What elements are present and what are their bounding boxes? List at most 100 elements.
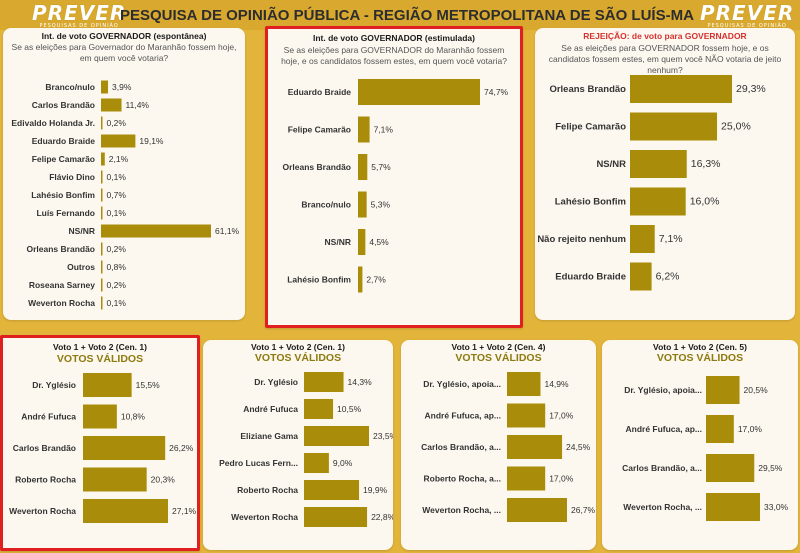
value-label: 6,2% xyxy=(656,271,680,283)
category-label: Orleans Brandão xyxy=(283,162,352,172)
bar xyxy=(101,206,103,220)
category-label: Outros xyxy=(67,262,95,272)
bar xyxy=(706,376,740,404)
bar xyxy=(101,278,103,292)
panel-scenario-5: Voto 1 + Voto 2 (Cen. 5) VOTOS VÁLIDOS D… xyxy=(602,340,798,550)
value-label: 19,9% xyxy=(363,485,388,495)
value-label: 0,2% xyxy=(107,280,127,290)
category-label: Weverton Rocha xyxy=(231,512,298,522)
category-label: Branco/nulo xyxy=(301,200,351,210)
value-label: 17,0% xyxy=(549,411,574,421)
valid-votes-label: VOTOS VÁLIDOS xyxy=(656,352,744,364)
value-label: 15,5% xyxy=(136,380,161,390)
category-label: Weverton Rocha, ... xyxy=(422,505,501,515)
panel-scenario-1b: Voto 1 + Voto 2 (Cen. 1) VOTOS VÁLIDOS D… xyxy=(203,340,393,550)
category-label: Dr. Yglésio, apoia... xyxy=(624,385,702,395)
category-label: NS/NR xyxy=(596,159,626,170)
panel-scenario-4: Voto 1 + Voto 2 (Cen. 4) VOTOS VÁLIDOS D… xyxy=(401,340,596,550)
bar xyxy=(507,435,563,459)
chart-stimulated: Eduardo Braide 74,7% Felipe Camarão 7,1% Orl… xyxy=(283,79,509,293)
valid-votes-label: VOTOS VÁLIDOS xyxy=(455,352,542,364)
category-label: Weverton Rocha xyxy=(9,506,76,516)
value-label: 16,0% xyxy=(690,196,720,208)
value-label: 24,5% xyxy=(566,442,591,452)
bar xyxy=(507,372,541,396)
category-label: Roberto Rocha xyxy=(237,485,298,495)
bar xyxy=(630,75,732,103)
value-label: 33,0% xyxy=(764,502,789,512)
category-label: André Fufuca xyxy=(243,404,298,414)
category-label: Felipe Camarão xyxy=(288,125,351,135)
category-label: Lahésio Bonfim xyxy=(287,275,351,285)
bar xyxy=(83,436,166,460)
category-label: Carlos Brandão, a... xyxy=(421,442,501,452)
category-label: Felipe Camarão xyxy=(555,122,626,133)
category-label: Carlos Brandão xyxy=(13,443,76,453)
panel-title: Int. de voto GOVERNADOR (espontânea) xyxy=(41,31,207,41)
value-label: 4,5% xyxy=(369,237,389,247)
bar xyxy=(101,170,103,184)
value-label: 0,7% xyxy=(107,190,127,200)
bar xyxy=(101,188,103,202)
category-label: Orleans Brandão xyxy=(549,84,626,95)
value-label: 14,9% xyxy=(544,379,569,389)
page-title: PESQUISA DE OPINIÃO PÚBLICA - REGIÃO MET… xyxy=(120,7,694,24)
value-label: 7,1% xyxy=(374,125,394,135)
value-label: 17,0% xyxy=(738,424,763,434)
bar xyxy=(358,154,368,180)
bar xyxy=(630,112,718,141)
category-label: Dr. Yglésio xyxy=(254,377,298,387)
value-label: 25,0% xyxy=(721,121,751,133)
category-label: NS/NR xyxy=(69,226,95,236)
panel-scenario-1a: Voto 1 + Voto 2 (Cen. 1) VOTOS VÁLIDOS D… xyxy=(0,335,200,551)
panel-title: Voto 1 + Voto 2 (Cen. 1) xyxy=(251,342,345,352)
header-bar xyxy=(0,0,800,30)
category-label: Eduardo Braide xyxy=(555,272,626,283)
bar xyxy=(706,493,760,521)
bar xyxy=(83,499,168,523)
category-label: Branco/nulo xyxy=(45,82,95,92)
value-label: 0,1% xyxy=(107,172,127,182)
category-label: Weverton Rocha, ... xyxy=(623,502,702,512)
bar xyxy=(101,80,109,94)
panel-subtitle: Se as eleições para GOVERNADOR fossem ho… xyxy=(548,43,782,75)
bar xyxy=(630,187,686,216)
value-label: 3,9% xyxy=(112,82,132,92)
category-label: Dr. Yglésio, apoia... xyxy=(423,379,501,389)
valid-votes-label: VOTOS VÁLIDOS xyxy=(56,353,144,365)
category-label: Eliziane Gama xyxy=(240,431,298,441)
value-label: 29,3% xyxy=(736,83,766,95)
panel-title: Voto 1 + Voto 2 (Cen. 1) xyxy=(53,342,147,352)
bar xyxy=(507,466,546,491)
value-label: 20,3% xyxy=(151,475,176,485)
value-label: 11,4% xyxy=(126,100,150,110)
bar xyxy=(101,116,103,130)
value-label: 0,2% xyxy=(107,118,127,128)
bar xyxy=(83,404,117,429)
category-label: Orleans Brandão xyxy=(27,244,96,254)
value-label: 16,3% xyxy=(691,158,721,170)
value-label: 2,1% xyxy=(109,154,129,164)
category-label: André Fufuca, ap... xyxy=(625,424,702,434)
panel-title: Int. de voto GOVERNADOR (estimulada) xyxy=(313,33,475,43)
bar xyxy=(304,453,329,473)
panel-subtitle: Se as eleições para GOVERNADOR do Maranh… xyxy=(281,45,507,66)
panel-title: Voto 1 + Voto 2 (Cen. 5) xyxy=(653,342,747,352)
bar xyxy=(101,134,136,148)
panel-title: Voto 1 + Voto 2 (Cen. 4) xyxy=(451,342,546,352)
value-label: 74,7% xyxy=(484,87,509,97)
category-label: Weverton Rocha xyxy=(28,298,95,308)
panel-title: REJEIÇÃO: de voto para GOVERNADOR xyxy=(583,31,747,41)
chart-spontaneous: Branco/nulo 3,9% Carlos Brandão 11,4% Edival… xyxy=(11,80,240,310)
chart-scenario-4: Dr. Yglésio, apoia... 14,9% André Fufuca, … xyxy=(421,372,596,522)
bar xyxy=(304,399,334,419)
bar xyxy=(706,415,734,443)
value-label: 0,8% xyxy=(107,262,127,272)
bar xyxy=(83,467,147,492)
panel-spontaneous: Int. de voto GOVERNADOR (espontânea) Se … xyxy=(3,28,245,320)
category-label: André Fufuca xyxy=(21,412,76,422)
bar xyxy=(630,150,687,178)
value-label: 9,0% xyxy=(333,458,353,468)
category-label: Roberto Rocha, a... xyxy=(424,474,501,484)
category-label: Eduardo Braide xyxy=(288,87,352,97)
